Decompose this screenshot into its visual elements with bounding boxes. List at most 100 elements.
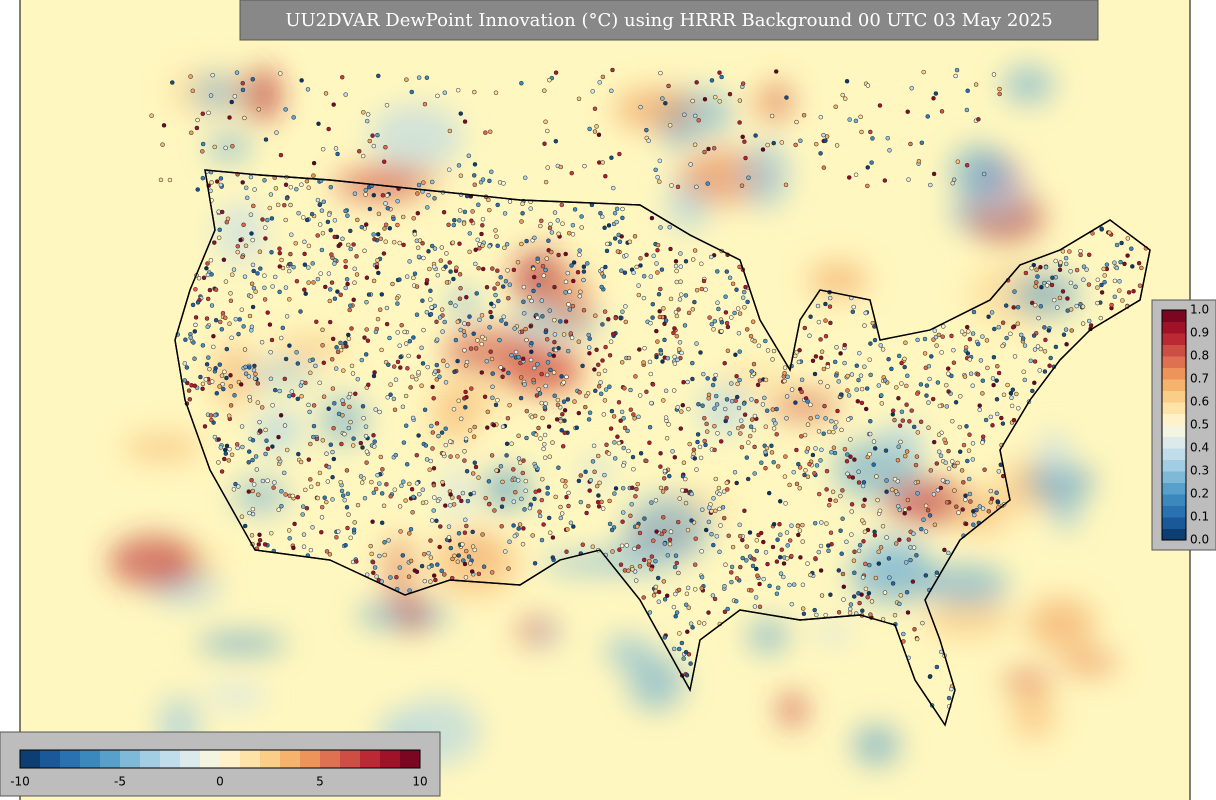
station — [376, 73, 381, 79]
station — [454, 265, 459, 270]
station — [250, 437, 256, 443]
station — [627, 239, 633, 245]
colorbar-swatch — [160, 750, 181, 768]
station — [255, 400, 261, 405]
station — [895, 457, 901, 463]
station — [576, 410, 582, 416]
station — [807, 461, 812, 467]
station — [744, 455, 750, 460]
station — [560, 221, 565, 226]
station — [1131, 288, 1136, 294]
station — [1095, 300, 1100, 306]
station — [884, 489, 889, 494]
station — [609, 88, 614, 94]
station — [432, 495, 437, 500]
station — [497, 337, 502, 343]
station — [386, 362, 391, 367]
station — [440, 479, 445, 485]
station — [246, 374, 252, 379]
station — [601, 274, 607, 279]
station — [577, 293, 583, 299]
station — [201, 275, 207, 281]
station — [462, 449, 467, 454]
station — [774, 432, 779, 437]
station — [600, 358, 605, 363]
colorbar-tick-label: 0.3 — [1190, 464, 1209, 478]
station — [221, 257, 227, 263]
station — [397, 240, 402, 246]
station — [596, 504, 602, 509]
station — [325, 219, 331, 225]
station — [528, 324, 533, 329]
station — [219, 469, 225, 474]
station — [968, 499, 973, 504]
innovation-patch — [859, 534, 927, 585]
station — [752, 604, 758, 609]
station — [1021, 369, 1027, 375]
country-border — [174, 169, 1151, 727]
station — [521, 311, 527, 316]
station — [274, 130, 279, 135]
station — [346, 242, 351, 248]
station — [354, 559, 359, 564]
station — [590, 544, 596, 549]
station — [672, 564, 678, 570]
station — [856, 469, 861, 474]
station — [882, 590, 888, 595]
station — [671, 604, 677, 610]
station — [516, 526, 521, 531]
station — [362, 495, 368, 501]
station — [310, 525, 315, 530]
station — [716, 306, 721, 312]
station — [539, 298, 545, 303]
station — [955, 460, 960, 466]
station — [621, 463, 626, 468]
station — [200, 175, 206, 181]
colorbar-swatch — [140, 750, 161, 768]
station — [620, 206, 625, 212]
station — [784, 394, 790, 399]
station — [724, 415, 729, 421]
station — [966, 476, 972, 482]
station — [1102, 279, 1107, 285]
station — [336, 411, 342, 417]
station — [725, 487, 730, 492]
station — [379, 347, 384, 353]
station — [527, 294, 532, 300]
station — [828, 530, 834, 535]
station — [647, 610, 653, 615]
station — [241, 222, 246, 228]
station — [892, 476, 898, 482]
station — [606, 451, 612, 456]
station — [1095, 277, 1101, 283]
station — [826, 543, 831, 548]
station — [267, 205, 273, 211]
station — [533, 432, 539, 438]
station — [622, 386, 627, 391]
station — [914, 636, 920, 642]
station — [918, 419, 924, 425]
station — [370, 133, 375, 138]
station — [472, 89, 477, 95]
station — [362, 248, 367, 254]
station — [717, 549, 722, 555]
station — [895, 503, 901, 509]
station — [978, 358, 984, 363]
station — [945, 479, 950, 485]
innovation-patch — [333, 166, 428, 203]
station — [892, 417, 897, 423]
station — [240, 444, 245, 450]
station — [1058, 260, 1063, 265]
station — [314, 436, 320, 442]
station — [330, 386, 336, 391]
station — [340, 398, 345, 403]
station — [696, 401, 701, 407]
station — [620, 519, 625, 524]
innovation-patch — [398, 592, 425, 635]
station — [617, 151, 622, 157]
station — [637, 564, 643, 569]
station — [628, 387, 633, 393]
station — [641, 360, 646, 365]
station — [613, 486, 619, 491]
station — [991, 382, 996, 388]
